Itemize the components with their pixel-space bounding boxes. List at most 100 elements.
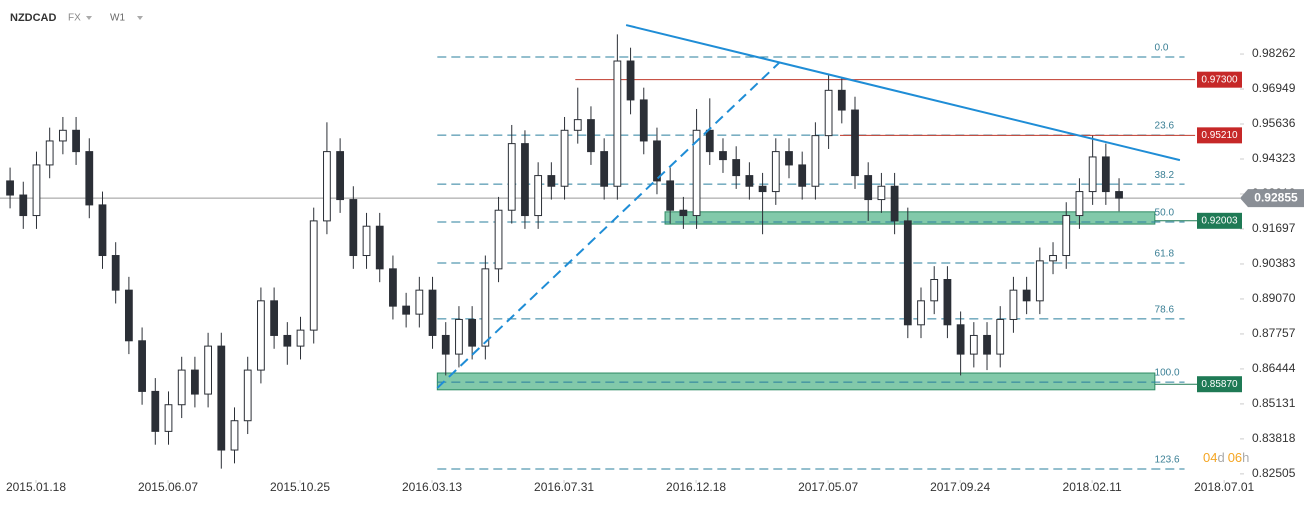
- fib-label: 61.8: [1155, 249, 1175, 260]
- candle-body: [639, 99, 648, 142]
- y-tick-label: 0.86444: [1252, 361, 1296, 375]
- candle-body: [58, 129, 67, 142]
- candle-body: [705, 129, 714, 153]
- candle-body: [837, 89, 846, 111]
- candle-body: [45, 140, 54, 166]
- candle-body: [72, 129, 80, 153]
- candle-body: [692, 129, 701, 217]
- market-select[interactable]: FX: [68, 13, 81, 24]
- y-tick-label: 0.94323: [1252, 151, 1296, 165]
- zone-label: 0.85870: [1201, 379, 1238, 390]
- zone-badge: [1197, 212, 1242, 229]
- x-tick-label: 2017.09.24: [930, 480, 990, 494]
- candle-body: [296, 329, 305, 347]
- candle-body: [613, 60, 622, 187]
- countdown-unit: h: [1242, 450, 1249, 465]
- candle-body: [600, 151, 609, 187]
- candle-body: [1101, 156, 1110, 193]
- candle-body: [389, 268, 397, 307]
- candle-body: [798, 164, 807, 187]
- level-label: 0.97300: [1201, 74, 1238, 85]
- candle-body: [547, 175, 556, 187]
- countdown-hours: 06: [1228, 450, 1242, 465]
- candle-body: [930, 279, 939, 302]
- candle-body: [745, 175, 754, 187]
- x-tick-label: 2018.07.01: [1194, 480, 1254, 494]
- y-tick-label: 0.82505: [1252, 466, 1296, 480]
- y-tick-label: 0.89070: [1252, 291, 1296, 305]
- candle-body: [626, 60, 635, 101]
- candle-body: [785, 151, 793, 166]
- last-price-badge: [1240, 189, 1304, 208]
- candle-body: [19, 194, 28, 217]
- candle-body: [309, 220, 318, 331]
- candle-body: [903, 220, 912, 326]
- candle-body: [455, 318, 463, 355]
- candle-body: [851, 109, 859, 177]
- candle-body: [336, 151, 345, 201]
- candle-body: [257, 300, 265, 371]
- candle-body: [32, 164, 41, 217]
- y-tick-label: 0.91697: [1252, 221, 1296, 235]
- x-tick-label: 2015.10.25: [270, 480, 330, 494]
- candle-body: [375, 225, 384, 270]
- x-tick-label: 2016.12.18: [666, 480, 726, 494]
- x-tick-label: 2015.01.18: [6, 480, 66, 494]
- symbol: NZDCAD: [10, 12, 56, 24]
- candle-body: [521, 143, 529, 217]
- candle-body: [323, 151, 331, 222]
- countdown-days: 04: [1203, 450, 1217, 465]
- dropdown-arrow[interactable]: [86, 16, 92, 20]
- fib-label: 23.6: [1155, 121, 1175, 132]
- candle-body: [362, 225, 371, 257]
- level-badge: [1197, 127, 1242, 144]
- y-tick-label: 0.83818: [1252, 431, 1296, 445]
- y-tick-label: 0.85131: [1252, 396, 1296, 410]
- candle-body: [719, 151, 727, 161]
- candle-body: [732, 159, 741, 177]
- candle-body: [1115, 191, 1123, 199]
- candle-body: [138, 340, 146, 392]
- zone-badge: [1197, 376, 1242, 393]
- fib-label: 38.2: [1155, 170, 1175, 181]
- fib-label: 50.0: [1155, 208, 1175, 219]
- candle-body: [890, 185, 899, 222]
- x-tick-label: 2015.06.07: [138, 480, 198, 494]
- countdown-unit: d: [1217, 450, 1224, 465]
- candle-body: [573, 119, 582, 131]
- candle-body: [230, 420, 239, 451]
- candle-body: [428, 289, 437, 336]
- y-tick-label: 0.95636: [1252, 116, 1296, 130]
- candle-body: [349, 199, 358, 257]
- candle-body: [402, 305, 411, 315]
- y-tick-label: 0.87757: [1252, 326, 1296, 340]
- zone-label: 0.92003: [1201, 215, 1238, 226]
- candle-body: [151, 390, 160, 432]
- candle-body: [441, 334, 450, 355]
- candle-body: [771, 151, 780, 193]
- countdown: 04d 06h: [1203, 450, 1249, 465]
- candle-body: [191, 369, 199, 395]
- dropdown-arrow[interactable]: [137, 16, 143, 20]
- candle-body: [243, 369, 252, 422]
- x-tick-label: 2016.03.13: [402, 480, 462, 494]
- candle-body: [481, 268, 490, 347]
- level-label: 0.95210: [1201, 130, 1238, 141]
- candle-body: [85, 151, 94, 206]
- interval-select[interactable]: W1: [110, 13, 125, 24]
- candle-body: [560, 129, 569, 187]
- candle-body: [204, 345, 212, 395]
- fib-label: 100.0: [1155, 368, 1180, 379]
- y-tick-label: 0.90383: [1252, 256, 1296, 270]
- candle-body: [283, 334, 292, 347]
- candle-body: [270, 300, 279, 336]
- candle-body: [534, 175, 543, 217]
- x-tick-label: 2017.05.07: [798, 480, 858, 494]
- candle-body: [877, 185, 886, 201]
- candle-body: [1049, 255, 1057, 262]
- candle-body: [1062, 215, 1071, 257]
- candle-body: [666, 180, 675, 211]
- candle-body: [164, 404, 173, 432]
